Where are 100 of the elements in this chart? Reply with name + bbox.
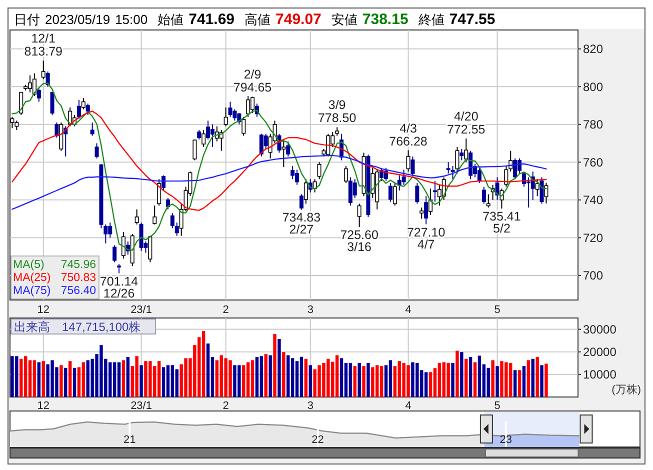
bar bbox=[518, 370, 522, 397]
candlestick bbox=[352, 178, 357, 199]
bar bbox=[340, 358, 344, 397]
bar bbox=[246, 362, 250, 397]
candlestick bbox=[134, 208, 139, 225]
candlestick bbox=[415, 182, 420, 204]
candlestick bbox=[121, 232, 126, 259]
bar bbox=[242, 365, 246, 397]
candlestick bbox=[197, 130, 202, 140]
x-tick-label: 5 bbox=[494, 304, 500, 316]
bar bbox=[536, 357, 539, 397]
bar bbox=[531, 358, 534, 397]
x-tick-label: 12 bbox=[37, 304, 50, 316]
text: MA(5) bbox=[13, 259, 44, 271]
bar bbox=[140, 365, 143, 397]
candlestick bbox=[19, 92, 24, 116]
candlestick bbox=[344, 165, 348, 184]
bar bbox=[206, 344, 210, 397]
candlestick bbox=[32, 72, 36, 97]
candlestick bbox=[455, 146, 460, 174]
annotation: 701.14 12/26 bbox=[100, 274, 138, 300]
bar bbox=[522, 366, 526, 397]
y-tick-label: 800 bbox=[583, 80, 604, 94]
bar bbox=[122, 360, 126, 397]
candlestick bbox=[402, 169, 406, 186]
candlestick bbox=[450, 165, 455, 180]
candlestick bbox=[148, 235, 152, 263]
candlestick bbox=[317, 162, 322, 180]
candlestick bbox=[513, 158, 518, 180]
chart-title: 出来高 147,715,100株 bbox=[14, 320, 141, 334]
candlestick bbox=[446, 162, 450, 174]
chart-title: 日付 2023/05/19 15:00 始値 741.69 高値 749.07 安値 738.15 終値 747.55 bbox=[14, 11, 496, 28]
y-tick-label: 10000 bbox=[583, 368, 617, 382]
candlestick bbox=[420, 206, 424, 220]
y-axis-title: (万株) bbox=[612, 383, 641, 396]
bar bbox=[526, 360, 530, 397]
bar bbox=[290, 358, 294, 397]
bar bbox=[28, 360, 32, 397]
y-tick-label: 30000 bbox=[583, 322, 617, 336]
bar bbox=[491, 360, 494, 397]
candlestick bbox=[299, 194, 304, 210]
x-tick-label: 4 bbox=[405, 304, 412, 316]
candlestick bbox=[286, 140, 290, 158]
bar bbox=[60, 365, 63, 397]
bar bbox=[268, 355, 272, 397]
candlestick bbox=[504, 165, 508, 188]
candlestick bbox=[460, 148, 464, 161]
candlestick bbox=[428, 188, 433, 216]
bar bbox=[68, 361, 72, 397]
candlestick bbox=[290, 165, 295, 180]
candlestick bbox=[162, 174, 166, 191]
candlestick bbox=[104, 224, 108, 244]
bar bbox=[250, 360, 254, 397]
x-tick-label: 12 bbox=[37, 400, 50, 412]
bar bbox=[446, 362, 450, 397]
candlestick bbox=[370, 167, 375, 199]
candlestick bbox=[206, 120, 210, 140]
bar bbox=[300, 356, 304, 397]
y-tick-label: 20000 bbox=[583, 345, 617, 360]
text: MA(25) bbox=[13, 272, 51, 284]
candlestick bbox=[94, 142, 99, 159]
candlestick bbox=[544, 182, 548, 204]
bar bbox=[64, 368, 68, 397]
candlestick bbox=[410, 156, 415, 176]
y-tick-label: 720 bbox=[583, 230, 604, 245]
candlestick bbox=[86, 103, 90, 116]
annotation: 3/9 778.50 bbox=[318, 98, 356, 126]
candlestick bbox=[486, 194, 490, 208]
x-tick-label: 4 bbox=[405, 400, 412, 412]
bar bbox=[348, 362, 352, 397]
candlestick bbox=[406, 150, 410, 172]
candlestick bbox=[535, 178, 540, 197]
candlestick bbox=[495, 176, 500, 200]
candlestick bbox=[482, 186, 486, 204]
bar bbox=[135, 356, 138, 397]
candlestick bbox=[192, 139, 197, 161]
bar bbox=[20, 358, 23, 397]
x-tick-label: 2 bbox=[222, 400, 229, 412]
text: MA(75) bbox=[13, 285, 51, 297]
candlestick bbox=[464, 138, 468, 163]
bar bbox=[72, 368, 76, 397]
bar bbox=[286, 355, 290, 397]
bar bbox=[260, 356, 264, 397]
bar bbox=[126, 357, 130, 397]
bar bbox=[278, 338, 281, 397]
candlestick bbox=[246, 96, 250, 118]
bar bbox=[353, 366, 356, 397]
y-tick-label: 700 bbox=[583, 268, 604, 283]
bar bbox=[460, 352, 464, 397]
x-tick-label: 3 bbox=[307, 304, 314, 316]
bar bbox=[540, 365, 544, 397]
candlestick bbox=[157, 178, 162, 206]
bar bbox=[438, 362, 442, 397]
bar bbox=[362, 366, 366, 397]
x-tick-label: 21 bbox=[124, 434, 136, 446]
bar bbox=[170, 365, 174, 397]
annotation: 750.83 bbox=[60, 272, 96, 284]
bar bbox=[82, 362, 86, 397]
bar bbox=[264, 354, 268, 397]
bar bbox=[478, 356, 482, 397]
